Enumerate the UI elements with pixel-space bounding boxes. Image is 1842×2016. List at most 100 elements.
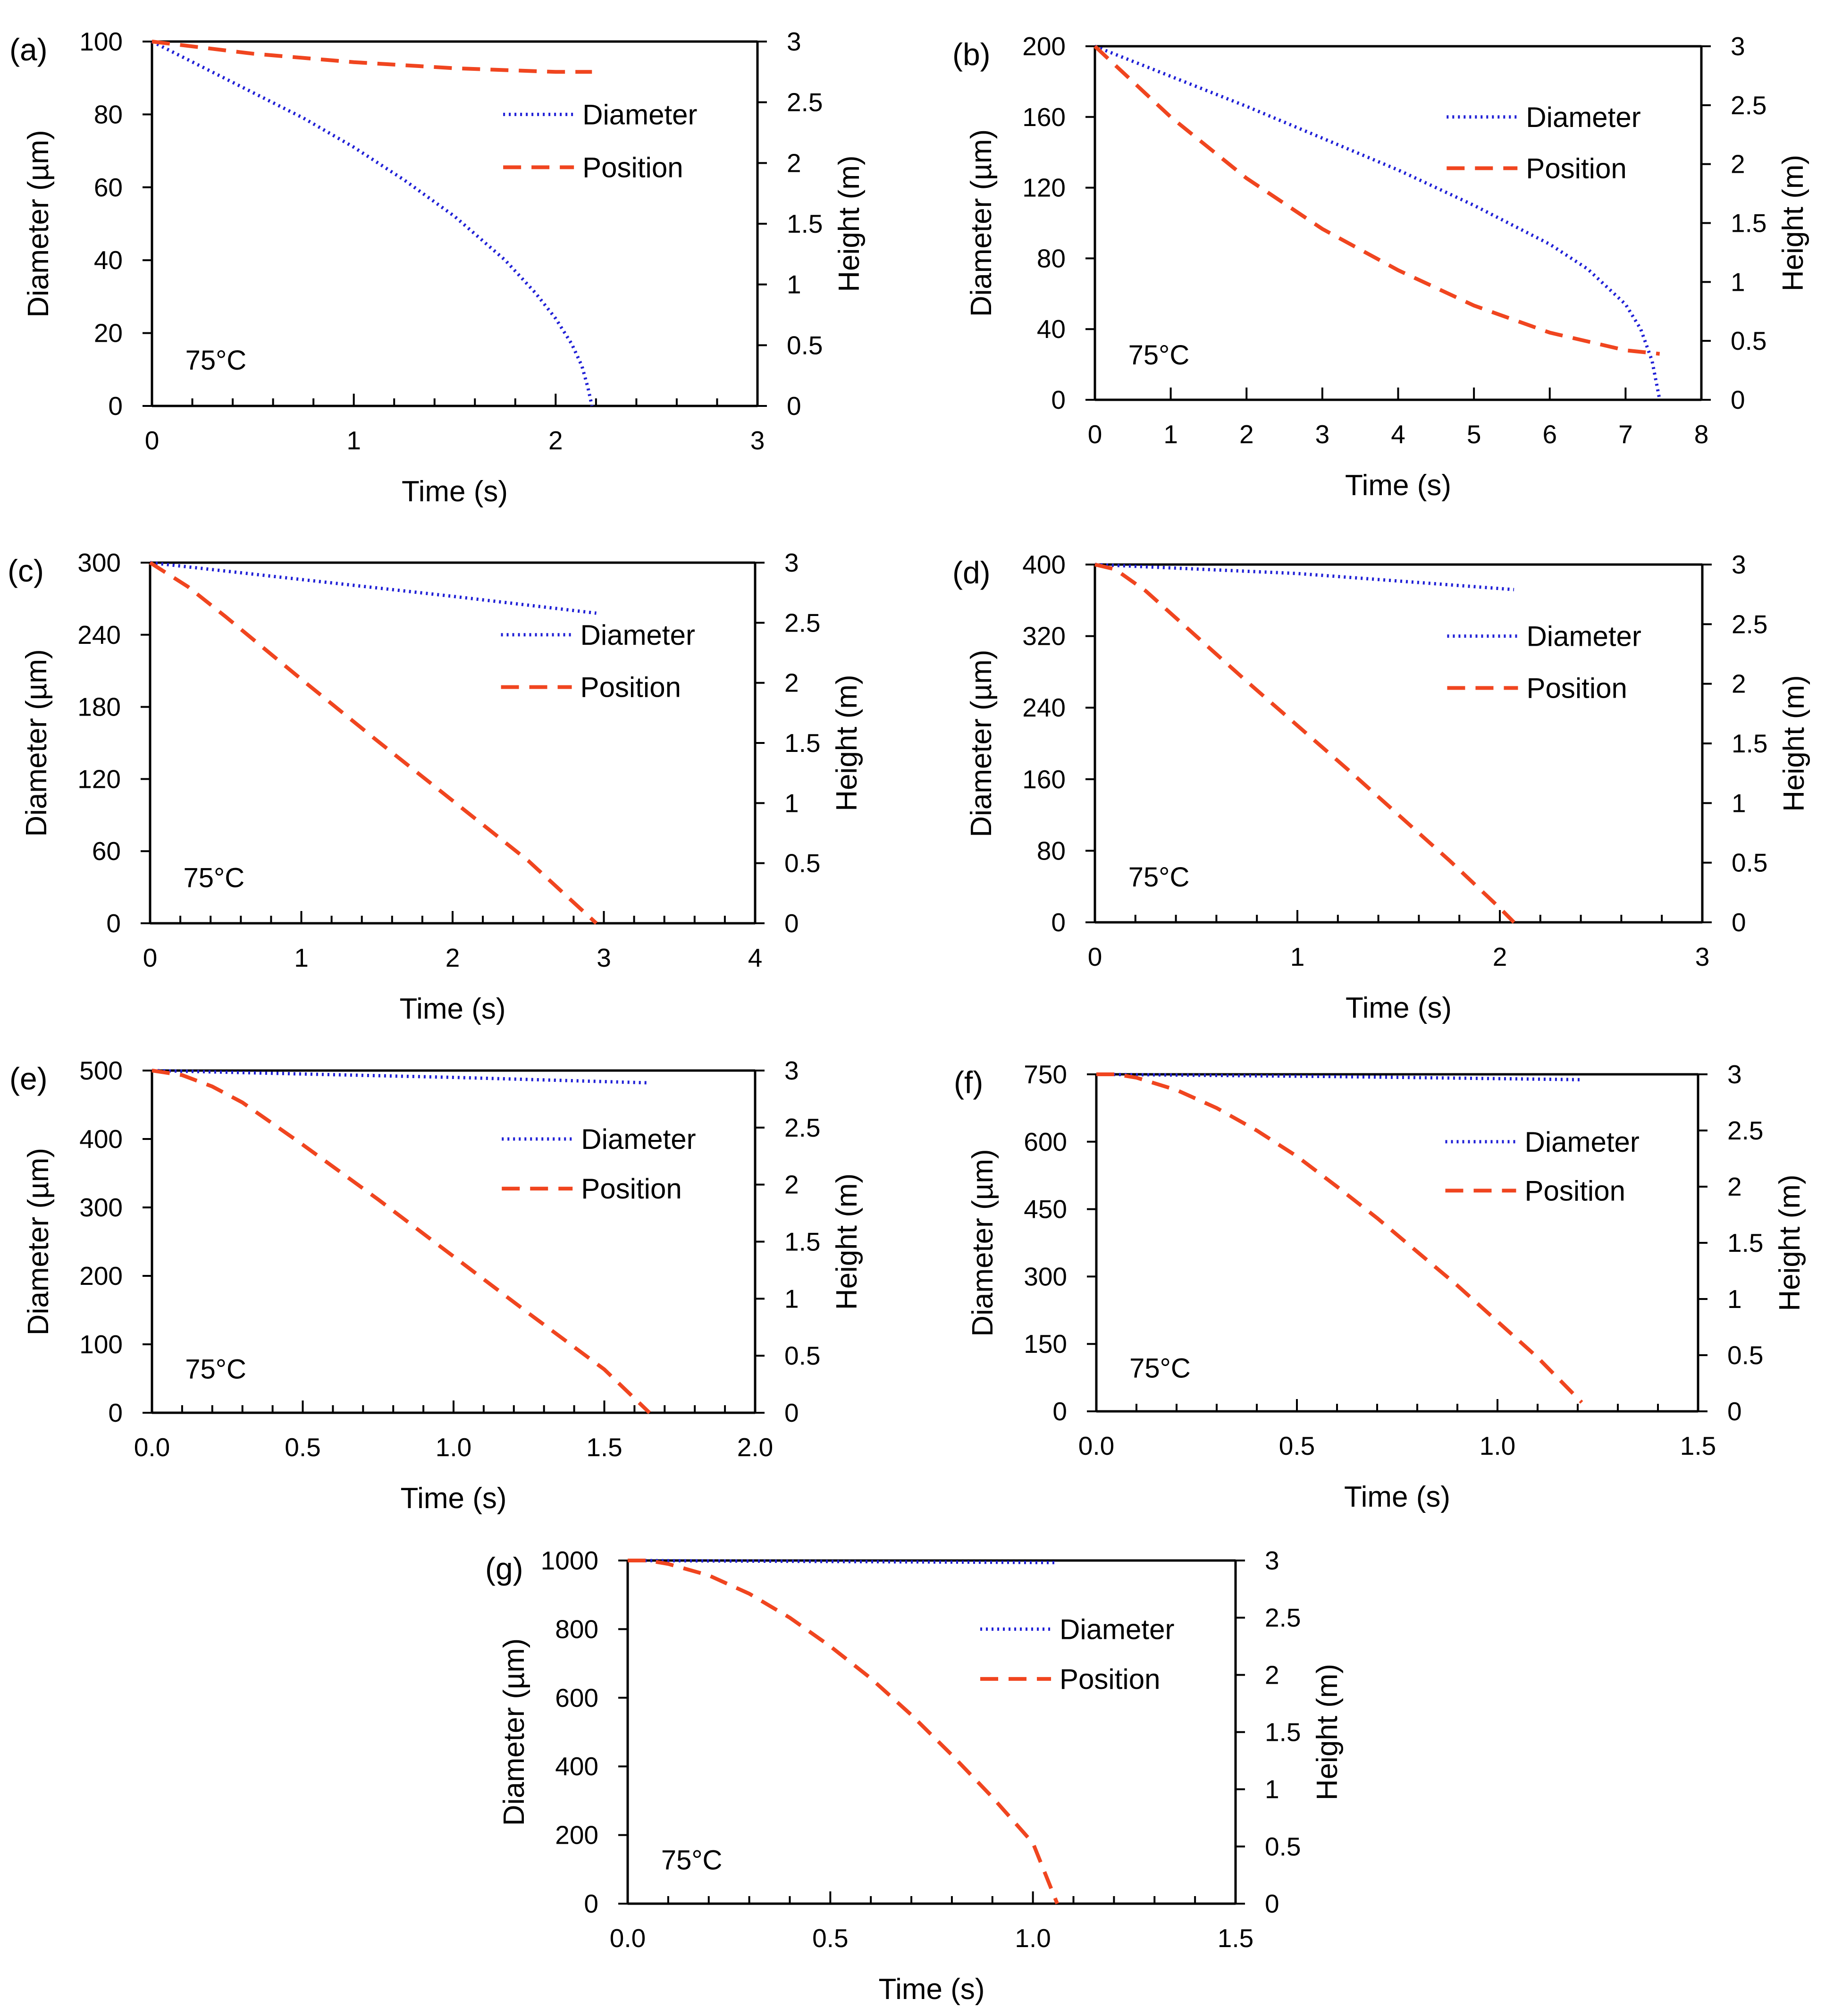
y-right-tick-label: 2.5 (1732, 609, 1767, 639)
y-right-axis-title: Height (m) (1778, 675, 1810, 811)
y-right-tick-label: 3 (1265, 1546, 1279, 1575)
y-right-tick-label: 0 (787, 391, 801, 421)
x-tick-label: 1 (346, 426, 361, 455)
panel-label: (d) (952, 555, 991, 590)
y-left-tick-label: 160 (1022, 765, 1066, 794)
temperature-annotation: 75°C (1129, 1353, 1191, 1384)
legend-label-diameter: Diameter (580, 619, 695, 651)
x-tick-label: 1.0 (436, 1433, 471, 1462)
y-left-tick-label: 80 (1037, 836, 1066, 865)
y-left-tick-label: 300 (1024, 1262, 1067, 1291)
y-right-tick-label: 1 (1732, 788, 1746, 818)
y-right-tick-label: 2 (1732, 669, 1746, 699)
y-left-tick-label: 240 (77, 620, 121, 650)
x-tick-label: 0.0 (134, 1433, 170, 1462)
series-line-diameter (1094, 44, 1662, 400)
y-right-tick-label: 1.5 (1731, 209, 1766, 238)
x-tick-label: 0.0 (1078, 1431, 1114, 1460)
x-axis-title: Time (s) (402, 475, 508, 508)
y-right-tick-label: 1 (784, 788, 799, 818)
x-tick-label: 1 (1290, 942, 1305, 971)
x-tick-label: 2 (1493, 942, 1507, 971)
y-left-tick-label: 100 (79, 27, 123, 56)
x-tick-label: 1 (294, 943, 309, 972)
x-tick-label: 6 (1542, 420, 1557, 449)
x-tick-label: 0 (1088, 942, 1102, 971)
series-line-position (628, 1559, 1059, 1905)
y-right-tick-label: 3 (1727, 1060, 1742, 1089)
y-left-tick-label: 0 (106, 909, 121, 938)
y-right-axis-title: Height (m) (831, 675, 863, 811)
y-left-tick-label: 80 (94, 100, 123, 129)
y-right-tick-label: 1.5 (787, 209, 823, 238)
x-tick-label: 3 (1315, 420, 1330, 449)
y-left-tick-label: 400 (1022, 550, 1066, 579)
series-line-position (151, 40, 592, 74)
series-line-position (149, 561, 598, 925)
x-tick-label: 0.5 (812, 1923, 848, 1953)
y-right-tick-label: 1.5 (784, 728, 820, 758)
y-left-tick-label: 200 (555, 1821, 598, 1850)
x-tick-label: 8 (1694, 420, 1709, 449)
y-left-tick-label: 450 (1024, 1195, 1067, 1224)
y-right-tick-label: 2 (787, 148, 801, 177)
series-line-diameter (150, 561, 597, 615)
series-line-position (1094, 563, 1515, 924)
x-axis-title: Time (s) (400, 993, 506, 1025)
y-left-axis-title: Diameter (µm) (965, 650, 998, 837)
y-left-tick-label: 0 (1051, 385, 1066, 414)
y-right-tick-label: 2.5 (1727, 1116, 1763, 1145)
y-left-axis-title: Diameter (µm) (22, 130, 55, 317)
x-tick-label: 2.0 (737, 1433, 773, 1462)
x-tick-label: 1.5 (586, 1433, 622, 1462)
y-right-tick-label: 0.5 (1732, 848, 1767, 877)
temperature-annotation: 75°C (1128, 340, 1190, 371)
y-left-tick-label: 40 (1037, 314, 1066, 344)
temperature-annotation: 75°C (661, 1845, 723, 1875)
y-left-tick-label: 40 (94, 245, 123, 275)
y-right-tick-label: 2 (784, 668, 799, 698)
y-right-tick-label: 2 (1265, 1660, 1279, 1689)
legend-label-diameter: Diameter (581, 1123, 696, 1155)
y-left-tick-label: 160 (1022, 102, 1066, 132)
legend-label-diameter: Diameter (1060, 1613, 1174, 1645)
y-right-axis-title: Height (m) (1777, 155, 1809, 291)
y-left-tick-label: 300 (79, 1193, 123, 1222)
y-left-tick-label: 0 (1051, 908, 1066, 937)
x-tick-label: 4 (748, 943, 763, 972)
x-tick-label: 0.0 (610, 1923, 646, 1953)
y-right-tick-label: 3 (1731, 32, 1745, 61)
y-right-tick-label: 0 (1732, 908, 1746, 937)
y-left-tick-label: 120 (1022, 173, 1066, 202)
y-left-tick-label: 0 (108, 1398, 123, 1427)
y-right-tick-label: 0.5 (787, 330, 823, 360)
y-right-tick-label: 0 (1731, 385, 1745, 414)
y-left-tick-label: 80 (1037, 244, 1066, 273)
x-axis-title: Time (s) (1345, 469, 1451, 502)
y-left-tick-label: 200 (1022, 32, 1066, 61)
y-left-tick-label: 0 (108, 391, 123, 421)
y-right-tick-label: 3 (784, 1056, 799, 1085)
y-right-axis-title: Height (m) (1774, 1174, 1806, 1311)
legend-label-position: Position (582, 152, 683, 183)
temperature-annotation: 75°C (185, 345, 247, 376)
legend-label-diameter: Diameter (1525, 1126, 1640, 1158)
y-right-tick-label: 2 (784, 1170, 799, 1199)
y-right-tick-label: 3 (787, 27, 801, 56)
x-axis-title: Time (s) (401, 1482, 507, 1515)
y-right-tick-label: 0.5 (1731, 326, 1766, 355)
x-tick-label: 1.0 (1480, 1431, 1515, 1460)
y-left-tick-label: 120 (77, 764, 121, 793)
legend-label-diameter: Diameter (582, 99, 697, 130)
y-right-tick-label: 2.5 (784, 608, 820, 637)
y-left-tick-label: 240 (1022, 693, 1066, 722)
panel-label: (c) (8, 553, 44, 588)
x-tick-label: 4 (1391, 420, 1405, 449)
x-axis-title: Time (s) (1346, 992, 1452, 1024)
legend-label-position: Position (1060, 1663, 1160, 1695)
x-tick-label: 2 (548, 426, 563, 455)
y-left-tick-label: 150 (1024, 1329, 1067, 1358)
x-tick-label: 0 (145, 426, 160, 455)
